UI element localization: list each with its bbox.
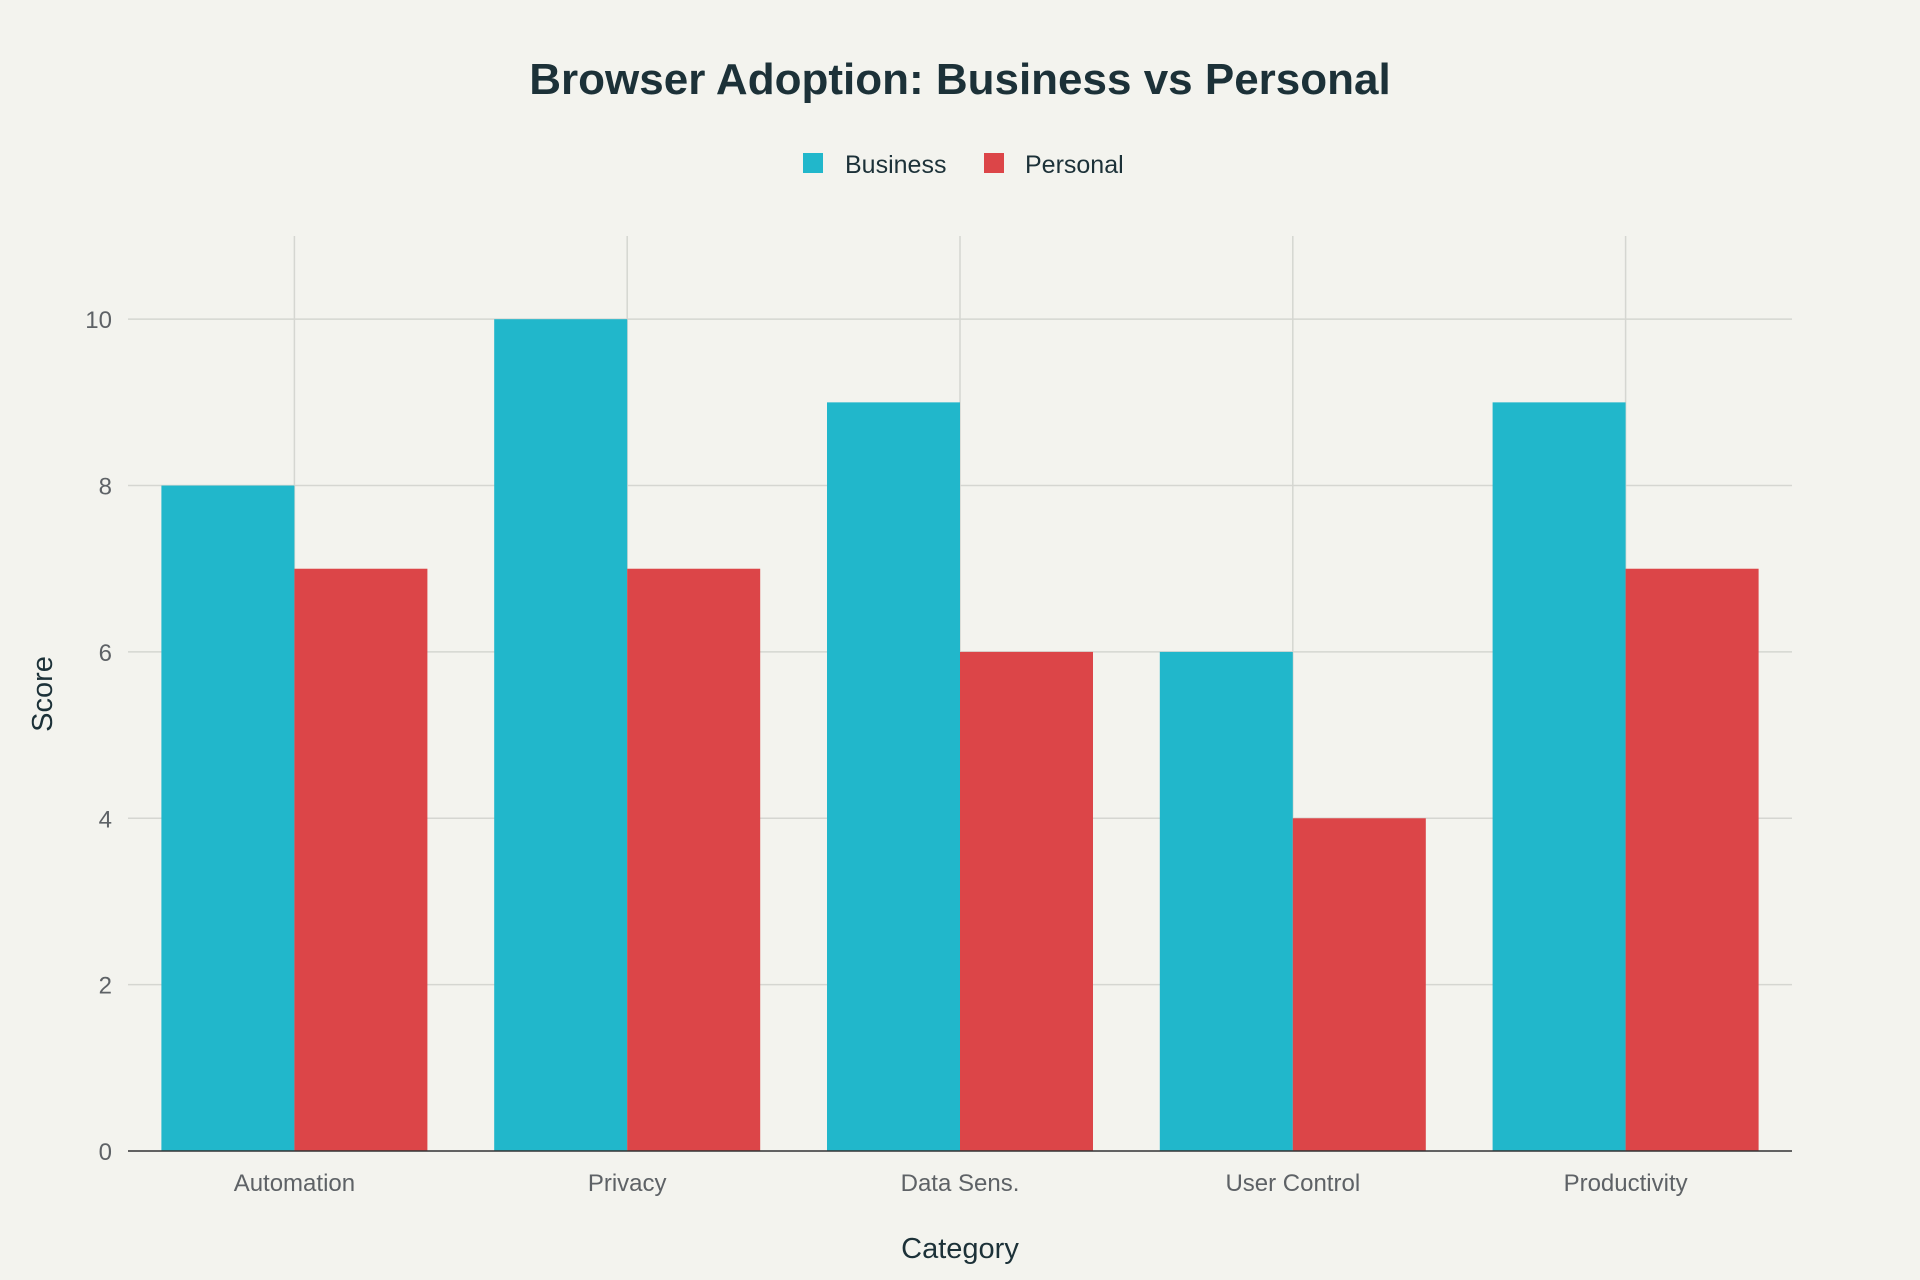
bar-business-automation (161, 485, 295, 1152)
legend: Business Personal (803, 151, 1124, 179)
bar-personal-productivity (1625, 568, 1759, 1151)
legend-swatch (984, 153, 1004, 173)
bar-business-user-control (1159, 651, 1293, 1151)
x-tick-label: User Control (1225, 1170, 1360, 1197)
y-tick-label: 10 (85, 307, 112, 334)
y-tick-label: 2 (99, 973, 112, 1000)
x-axis-title: Category (901, 1233, 1019, 1265)
y-tick-label: 6 (99, 640, 112, 667)
y-tick-label: 0 (99, 1139, 112, 1166)
x-tick-label: Productivity (1564, 1170, 1688, 1197)
legend-item-business: Business (803, 151, 946, 179)
legend-swatch (803, 153, 823, 173)
x-tick-label: Data Sens. (901, 1170, 1020, 1197)
y-axis-title: Score (27, 656, 59, 732)
chart-title: Browser Adoption: Business vs Personal (529, 55, 1390, 104)
y-tick-label: 8 (99, 474, 112, 501)
legend-label: Personal (1025, 151, 1124, 179)
axes: 0 2 4 6 8 10 Automation Privacy Data Sens. User C… (85, 307, 1792, 1197)
bar-business-productivity (1492, 402, 1626, 1151)
x-tick-label: Privacy (588, 1170, 667, 1197)
bars (161, 319, 1759, 1152)
bar-personal-privacy (627, 568, 761, 1151)
y-tick-label: 4 (99, 806, 112, 833)
bar-business-privacy (494, 319, 628, 1151)
bar-business-data-sens (827, 402, 960, 1151)
x-tick-label: Automation (234, 1170, 355, 1197)
bar-personal-automation (294, 568, 428, 1151)
legend-item-personal: Personal (984, 151, 1124, 179)
bar-personal-user-control (1292, 818, 1426, 1151)
bar-personal-data-sens (960, 651, 1093, 1151)
legend-label: Business (845, 151, 946, 179)
